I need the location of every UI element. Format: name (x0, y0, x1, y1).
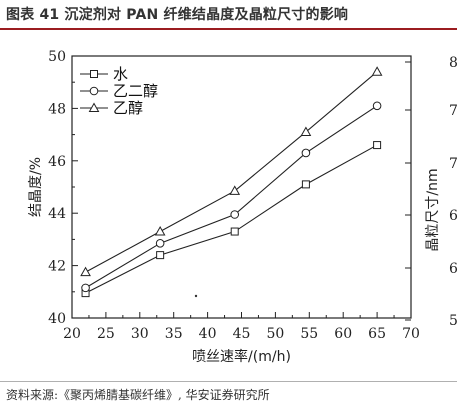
triangle-marker (80, 266, 91, 277)
triangle-marker (371, 66, 383, 76)
series-line (85, 144, 378, 294)
triangle-marker (300, 126, 312, 136)
circle-marker (230, 210, 240, 219)
circle-marker (301, 148, 311, 158)
x-tick-label: 45 (233, 326, 251, 342)
x-tick-label: 20 (63, 326, 81, 342)
square-marker (90, 70, 98, 78)
series-3 (80, 66, 383, 277)
figure-title: 图表 41 沉淀剂对 PAN 纤维结晶度及晶粒尺寸的影响 (6, 7, 349, 23)
circle-marker (89, 86, 99, 96)
y2-tick-label: 7 (449, 156, 457, 172)
square-marker (301, 180, 310, 189)
y2-tick-label: 7 (449, 103, 457, 119)
y2-tick-label: 6 (449, 261, 457, 277)
x-tick-label: 55 (300, 326, 318, 342)
y-tick-label: 40 (48, 311, 66, 327)
x-tick-label: 35 (165, 326, 183, 342)
square-marker (230, 227, 239, 236)
source-note: 资料来源:《聚丙烯腈基碳纤维》, 华安证券研究所 (6, 388, 270, 402)
y-axis-label: 结晶度/% (28, 157, 44, 217)
bottom-rule (0, 381, 457, 382)
y-tick-label: 44 (48, 206, 66, 222)
y-tick-label: 48 (48, 101, 66, 117)
legend-label: 乙醇 (113, 99, 143, 117)
square-marker (373, 141, 382, 150)
x-tick-label: 65 (368, 326, 386, 342)
x-tick-label: 70 (402, 326, 420, 342)
circle-marker (81, 283, 90, 293)
circle-marker (155, 239, 165, 248)
y2-tick-label: 8 (449, 55, 457, 71)
x-axis-label: 喷丝速率/(m/h) (192, 348, 291, 365)
y2-axis-label: 晶粒尺寸/nm (425, 168, 441, 251)
y-tick-label: 42 (48, 259, 66, 275)
x-tick-label: 50 (266, 326, 284, 342)
y2-tick-label: 6 (449, 208, 457, 224)
y-tick-label: 46 (48, 154, 66, 170)
x-tick-label: 30 (131, 326, 149, 342)
triangle-marker (88, 102, 100, 112)
series-2 (81, 101, 382, 293)
triangle-marker (229, 185, 241, 195)
triangle-marker (154, 226, 166, 236)
series-1 (81, 141, 382, 298)
circle-marker (372, 101, 382, 111)
x-tick-label: 60 (334, 326, 352, 342)
legend-label: 乙二醇 (113, 82, 158, 100)
legend-label: 水 (113, 65, 128, 83)
series-line (85, 105, 378, 289)
x-tick-label: 40 (199, 326, 217, 342)
line-chart: 20 25 30 35 40 45 50 55 60 65 70 40 42 44 46 48 50 5 6 6 7… (28, 49, 457, 365)
y-tick-label: 50 (48, 49, 66, 65)
x-tick-label: 25 (97, 326, 115, 342)
square-marker (156, 251, 165, 260)
y2-tick-label: 5 (449, 313, 457, 329)
stray-dot (194, 294, 198, 298)
title-rule (0, 28, 457, 30)
